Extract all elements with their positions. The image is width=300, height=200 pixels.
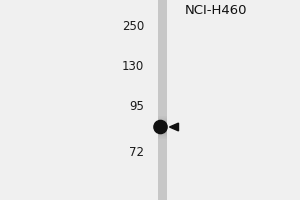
Text: 95: 95 [129, 99, 144, 112]
Ellipse shape [154, 120, 167, 134]
Polygon shape [169, 123, 178, 131]
Text: 72: 72 [129, 146, 144, 158]
Text: 250: 250 [122, 20, 144, 32]
Text: 130: 130 [122, 60, 144, 72]
Text: NCI-H460: NCI-H460 [185, 4, 247, 18]
